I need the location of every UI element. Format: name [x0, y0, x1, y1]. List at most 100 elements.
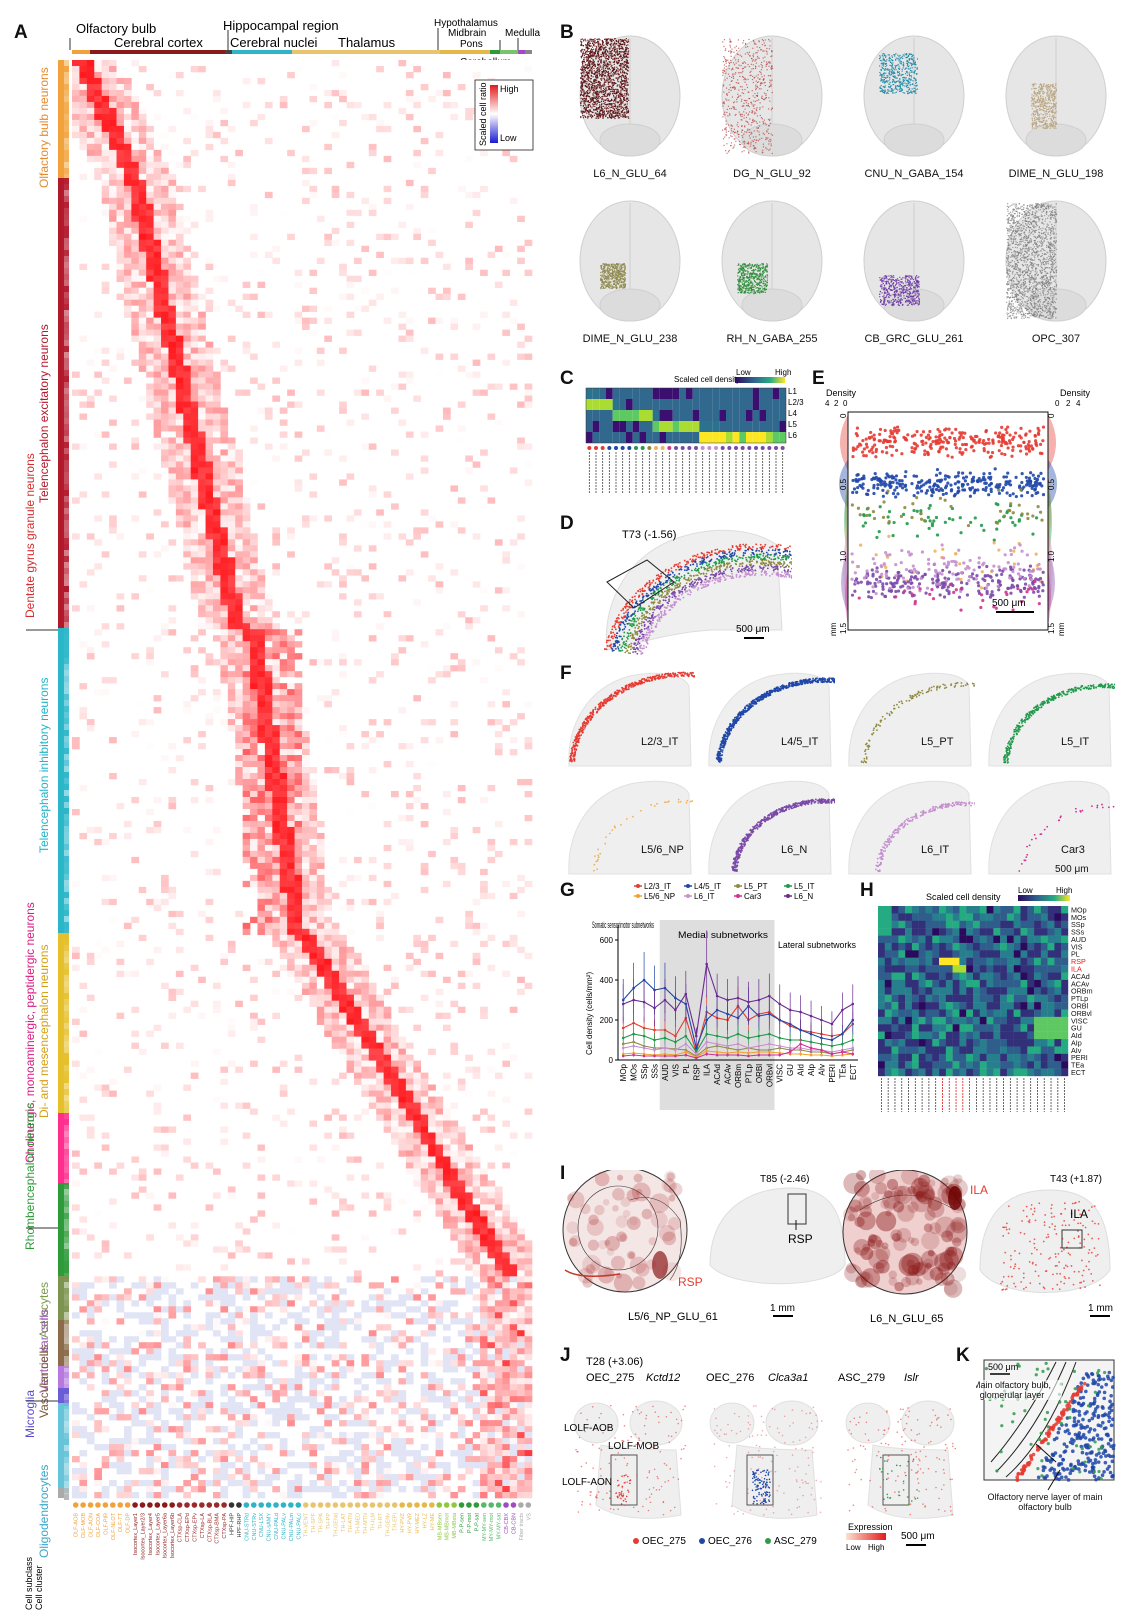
series-point	[851, 1038, 855, 1042]
subregion-label: TH-MED	[356, 1513, 362, 1534]
scale-k: 500 μm	[988, 1362, 1018, 1372]
h-area-label: AUD	[1071, 935, 1086, 944]
brain-map-5: RH_N_GABA_255	[702, 193, 842, 353]
j-expr-low: Low	[846, 1543, 861, 1552]
scale-j: 500 μm	[901, 1531, 935, 1542]
panel-label-i: I	[560, 1163, 565, 1185]
panel-label-c: C	[560, 368, 574, 390]
k-label-2: Olfactory nerve layer of main olfactory …	[980, 1492, 1110, 1512]
series-point	[632, 998, 635, 1002]
cell-type-label: L6_N	[781, 844, 807, 856]
h-area-label: VISC	[1071, 1016, 1088, 1025]
subregion-label: CTXsp-CLA	[178, 1513, 184, 1543]
label-ventricular: Ventricular cells	[37, 1309, 51, 1393]
series-point	[621, 1052, 625, 1056]
panel-k-zoom: 500 μm Main olfactory bulb, glomerular l…	[976, 1359, 1116, 1512]
subclass-bar-9	[58, 1388, 64, 1403]
subregion-label: HY-MEZ	[415, 1512, 421, 1533]
subregion-dot	[495, 1502, 502, 1508]
panel-e-depth: Density Density 4 2 0 0 2 4 0 0.5 1.0 1.…	[825, 388, 1091, 636]
subregion-dot	[117, 1502, 124, 1508]
legend-c-low: Low	[736, 368, 751, 377]
cell-type-label: L5_PT	[921, 736, 953, 748]
subregion-dot	[310, 1502, 316, 1508]
region-hypothalamus: Hypothalamus	[434, 18, 498, 29]
h-area-label: ORBm	[1071, 987, 1093, 996]
series-point	[726, 1036, 729, 1040]
series-point	[653, 1054, 656, 1058]
series-point	[653, 1048, 656, 1052]
brain-map-4: DIME_N_GLU_238	[560, 193, 700, 353]
panel-label-a: A	[14, 22, 28, 44]
subregion-label: P-P-sat	[474, 1513, 480, 1532]
subregion-label: HY-PVZ	[400, 1512, 406, 1532]
subregion-label: Isocortex_Layer6b	[170, 1513, 176, 1558]
subregion-label: Fiber tracts	[519, 1513, 525, 1541]
brain-map-label: DG_N_GLU_92	[702, 168, 842, 180]
legend-g-label: L5_IT	[794, 882, 815, 891]
e-yt3r: 1.5	[1047, 622, 1056, 634]
g-ytick: 600	[600, 936, 614, 945]
series-point	[653, 1028, 656, 1032]
series-point	[705, 1052, 708, 1056]
label-telencephalon-inh: Telencephalon inhibitory neurons	[37, 678, 51, 853]
series-point	[674, 1048, 677, 1052]
panel-label-e: E	[812, 368, 825, 390]
j-legend-dot	[633, 1538, 639, 1544]
section-d: T73 (-1.56)	[622, 529, 676, 541]
series-point	[642, 978, 646, 982]
series-point	[663, 1036, 667, 1040]
series-point	[684, 1050, 688, 1054]
label-microglia: Microglia	[23, 1390, 37, 1438]
series-point	[778, 1053, 782, 1057]
j-gene-2: Islr	[904, 1372, 920, 1384]
subclass-bar-11	[58, 1488, 64, 1498]
subregion-label: TH-EPI	[393, 1513, 399, 1532]
label-cholinergic: Cholinergic, monoaminergic, peptidergic …	[23, 902, 37, 1163]
cell-type-label: L5/6_NP	[641, 844, 684, 856]
cell-type-label: L6_IT	[921, 844, 949, 856]
region-ila-left: ILA	[970, 1183, 988, 1197]
subregion-dot	[206, 1502, 213, 1508]
series-point	[768, 1050, 771, 1054]
subregion-dot	[473, 1502, 480, 1508]
subregion-label: TH-PP	[326, 1513, 332, 1530]
panel-a-heatmap: Olfactory bulb Cerebral cortex Hippocamp…	[23, 18, 540, 1610]
region-cerebral-cortex: Cerebral cortex	[114, 35, 203, 50]
subregion-dot	[95, 1502, 101, 1508]
subregion-dot	[176, 1502, 183, 1508]
subregion-label: HPF-HIP	[230, 1513, 236, 1535]
subregion-dot	[124, 1502, 131, 1508]
e-yt0r: 0	[1047, 413, 1056, 418]
subregion-dot	[132, 1502, 138, 1508]
series-point	[621, 1002, 625, 1006]
h-area-label: AIp	[1071, 1038, 1082, 1047]
legend-a-low: Low	[500, 133, 517, 143]
series-point	[820, 1042, 823, 1046]
series-point	[747, 1046, 750, 1050]
scale-e: 500 μm	[992, 598, 1026, 609]
subregion-label: CNU-STRv	[252, 1513, 258, 1541]
subregion-dot	[258, 1502, 264, 1508]
h-area-label: SSp	[1071, 920, 1085, 929]
section-i-left: T85 (-2.46)	[760, 1174, 809, 1185]
g-xtick: ORBvl	[765, 1064, 774, 1087]
e-yt3: 1.5	[839, 622, 848, 634]
series-point	[820, 1018, 823, 1022]
series-point	[726, 1051, 729, 1055]
brain-map-label: DIME_N_GLU_198	[986, 168, 1126, 180]
panel-f-sections: L2/3_IT L4/5_IT L5_PT L5_IT L5/6_NP L6_N L6_IT…	[565, 668, 1139, 878]
label-telencephalon-exc: Telencephalon excitatory neurons	[37, 324, 51, 503]
h-area-label: ACAv	[1071, 979, 1090, 988]
series-point	[705, 1032, 708, 1036]
panel-label-j: J	[560, 1345, 571, 1367]
series-point	[642, 1000, 646, 1004]
j-cluster-1: OEC_276	[706, 1372, 754, 1384]
subregion-dot	[518, 1502, 524, 1508]
j-cluster-0: OEC_275	[586, 1372, 634, 1384]
series-point	[757, 1044, 761, 1048]
subregion-dot	[406, 1502, 413, 1508]
series-point	[684, 992, 688, 996]
subregion-label: CB-CBN	[511, 1513, 517, 1534]
g-xtick: ILA	[703, 1063, 712, 1076]
